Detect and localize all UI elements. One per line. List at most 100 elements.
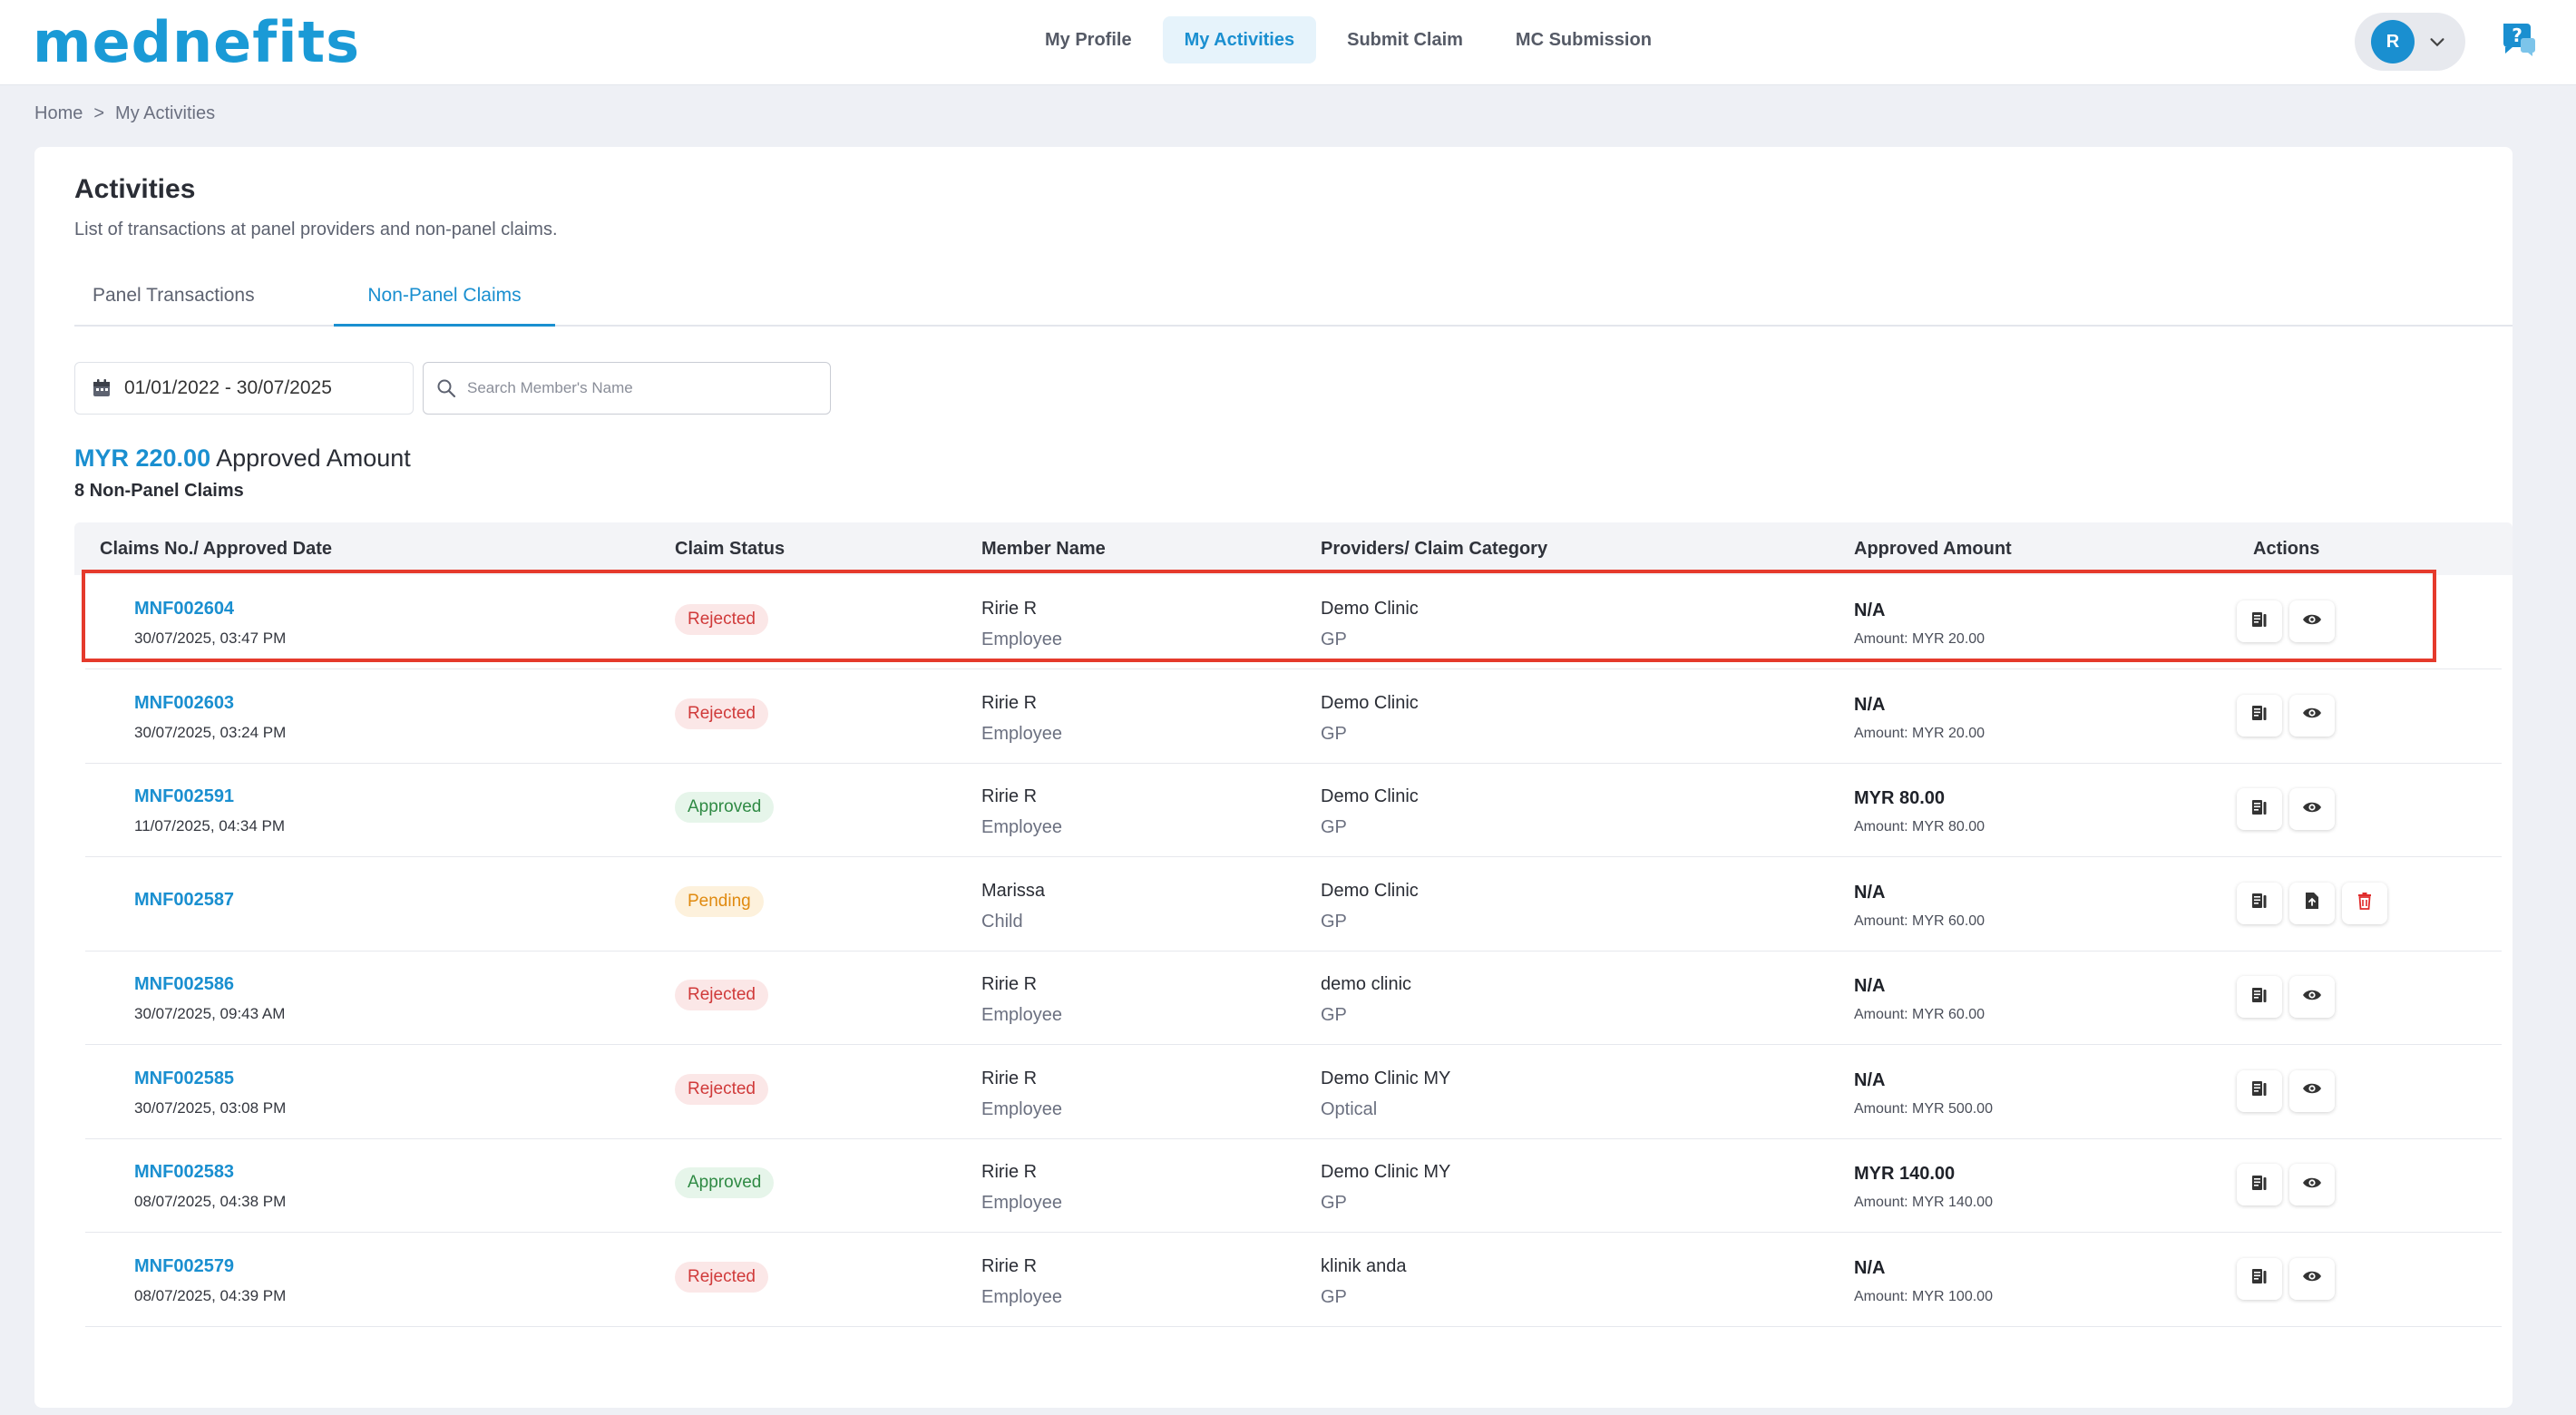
page-title: Activities: [74, 174, 196, 204]
receipt-button[interactable]: [2237, 788, 2282, 830]
member-name: Ririe R: [981, 1068, 1038, 1088]
provider-name: demo clinic: [1321, 974, 1412, 994]
claim-category: GP: [1321, 817, 1347, 837]
provider-name: Demo Clinic: [1321, 880, 1419, 901]
member-name: Ririe R: [981, 974, 1038, 994]
view-claim-button[interactable]: [2289, 1069, 2335, 1112]
claim-date: 11/07/2025, 04:34 PM: [134, 817, 286, 834]
receipt-button[interactable]: [2237, 1257, 2282, 1300]
header-actions: Actions: [2253, 539, 2320, 559]
help-chat-icon[interactable]: ?: [2500, 20, 2538, 58]
claim-amount: Amount: MYR 80.00: [1854, 819, 1986, 834]
claim-category: GP: [1321, 629, 1347, 649]
member-name: Ririe R: [981, 692, 1038, 713]
claim-number-link[interactable]: MNF002583: [134, 1162, 235, 1182]
claim-date: 30/07/2025, 03:08 PM: [134, 1098, 287, 1117]
nav-my-profile[interactable]: My Profile: [1045, 30, 1132, 50]
activities-card: Activities List of transactions at panel…: [34, 147, 2513, 1408]
page-subtitle: List of transactions at panel providers …: [74, 220, 558, 239]
table-row: MNF002587 Pending Marissa Child Demo Clinic G…: [85, 857, 2502, 951]
claim-amount: Amount: MYR 140.00: [1854, 1195, 1993, 1210]
mednefits-logo[interactable]: mednefits: [33, 9, 360, 75]
search-input[interactable]: [467, 379, 812, 397]
date-range-value: 01/01/2022 - 30/07/2025: [124, 377, 332, 398]
approved-amount: N/A: [1854, 882, 1886, 903]
claim-number-link[interactable]: MNF002587: [134, 889, 235, 910]
upload-document-button[interactable]: [2289, 882, 2335, 924]
eye-icon: [2301, 703, 2323, 727]
tab-panel-transactions[interactable]: Panel Transactions: [93, 285, 255, 306]
user-menu-button[interactable]: R: [2355, 13, 2465, 71]
claim-category: GP: [1321, 1286, 1347, 1307]
receipt-icon: [2249, 1266, 2269, 1291]
member-relation: Child: [981, 911, 1023, 932]
eye-icon: [2301, 1078, 2323, 1103]
claim-status-cell: Pending: [675, 885, 764, 917]
view-claim-button[interactable]: [2289, 1257, 2335, 1300]
member-search: [423, 362, 831, 415]
breadcrumb-current: My Activities: [115, 103, 216, 123]
view-claim-button[interactable]: [2289, 600, 2335, 642]
claim-number-link[interactable]: MNF002579: [134, 1255, 235, 1276]
calendar-icon: [93, 379, 110, 396]
status-badge: Approved: [675, 1167, 775, 1198]
member-relation: Employee: [981, 817, 1062, 837]
receipt-button[interactable]: [2237, 1069, 2282, 1112]
member-name: Ririe R: [981, 599, 1038, 619]
receipt-button[interactable]: [2237, 1164, 2282, 1205]
claim-number-link[interactable]: MNF002586: [134, 974, 235, 994]
claim-status-cell: Approved: [675, 1167, 775, 1198]
approved-total-amount: MYR 220.00: [74, 444, 211, 472]
receipt-icon: [2249, 985, 2269, 1010]
approved-amount: N/A: [1854, 1257, 1886, 1278]
view-claim-button[interactable]: [2289, 694, 2335, 737]
eye-icon: [2301, 985, 2323, 1010]
claim-number-link[interactable]: MNF002604: [134, 599, 235, 619]
header-member: Member Name: [981, 539, 1106, 559]
delete-claim-button[interactable]: [2342, 882, 2387, 924]
approved-amount: MYR 140.00: [1854, 1164, 1956, 1184]
status-badge: Rejected: [675, 1073, 768, 1105]
provider-name: Demo Clinic: [1321, 786, 1419, 806]
nav-my-activities[interactable]: My Activities: [1162, 16, 1317, 63]
claim-status-cell: Rejected: [675, 698, 768, 729]
claim-status-cell: Approved: [675, 792, 775, 823]
table-row: MNF002591 11/07/2025, 04:34 PM Approved Rir…: [85, 763, 2502, 857]
receipt-button[interactable]: [2237, 600, 2282, 642]
view-claim-button[interactable]: [2289, 1164, 2335, 1205]
view-claim-button[interactable]: [2289, 976, 2335, 1018]
claim-number-link[interactable]: MNF002591: [134, 786, 235, 806]
receipt-button[interactable]: [2237, 694, 2282, 737]
svg-text:?: ?: [2512, 24, 2522, 46]
nav-submit-claim[interactable]: Submit Claim: [1347, 30, 1463, 50]
date-range-picker[interactable]: 01/01/2022 - 30/07/2025: [74, 362, 414, 415]
approved-amount: N/A: [1854, 694, 1886, 715]
claim-amount: Amount: MYR 20.00: [1854, 631, 1986, 647]
activity-tabs: Panel Transactions Non-Panel Claims: [74, 267, 2513, 327]
provider-name: Demo Clinic: [1321, 692, 1419, 713]
claim-status-cell: Rejected: [675, 980, 768, 1010]
claim-number-link[interactable]: MNF002585: [134, 1068, 235, 1088]
header-amount: Approved Amount: [1854, 539, 2012, 559]
provider-name: klinik anda: [1321, 1255, 1407, 1276]
claim-date: 30/07/2025, 03:47 PM: [134, 629, 287, 647]
claim-number-link[interactable]: MNF002603: [134, 692, 235, 713]
nav-mc-submission[interactable]: MC Submission: [1515, 30, 1652, 50]
receipt-button[interactable]: [2237, 882, 2282, 924]
table-row: MNF002579 08/07/2025, 04:39 PM Rejected Rir…: [85, 1233, 2502, 1327]
header-claims: Claims No./ Approved Date: [100, 539, 332, 559]
view-claim-button[interactable]: [2289, 788, 2335, 830]
tab-non-panel-claims[interactable]: Non-Panel Claims: [334, 267, 555, 327]
table-row: MNF002604 30/07/2025, 03:47 PM Rejected Rir…: [85, 575, 2502, 669]
breadcrumb-home[interactable]: Home: [34, 103, 83, 123]
upload-doc-icon: [2302, 891, 2322, 915]
table-row: MNF002585 30/07/2025, 03:08 PM Rejected Rir…: [85, 1045, 2502, 1139]
eye-icon: [2301, 610, 2323, 634]
claim-amount: Amount: MYR 500.00: [1854, 1100, 1993, 1117]
member-relation: Employee: [981, 1193, 1062, 1213]
claim-status-cell: Rejected: [675, 1073, 768, 1105]
status-badge: Rejected: [675, 698, 768, 729]
chevron-down-icon: [2430, 38, 2444, 47]
receipt-button[interactable]: [2237, 976, 2282, 1018]
status-badge: Approved: [675, 792, 775, 823]
